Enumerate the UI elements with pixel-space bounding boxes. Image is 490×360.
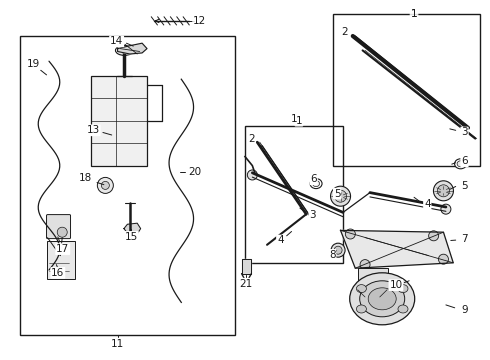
Polygon shape xyxy=(341,230,453,268)
FancyBboxPatch shape xyxy=(358,268,388,290)
Circle shape xyxy=(439,254,448,264)
Polygon shape xyxy=(118,43,147,54)
Text: 21: 21 xyxy=(239,279,253,289)
Circle shape xyxy=(331,243,345,257)
Circle shape xyxy=(335,190,346,202)
Text: 3: 3 xyxy=(461,127,468,138)
FancyBboxPatch shape xyxy=(91,76,147,166)
Ellipse shape xyxy=(116,45,133,55)
Circle shape xyxy=(434,181,453,201)
Ellipse shape xyxy=(455,159,466,169)
Text: 2: 2 xyxy=(341,27,348,37)
Text: 1: 1 xyxy=(411,9,417,19)
Text: 2: 2 xyxy=(248,134,255,144)
Text: 19: 19 xyxy=(26,59,40,69)
Circle shape xyxy=(331,186,350,206)
Text: 7: 7 xyxy=(461,234,468,244)
Bar xyxy=(20,36,235,335)
Circle shape xyxy=(345,229,355,239)
Circle shape xyxy=(360,260,370,270)
Text: 13: 13 xyxy=(86,125,100,135)
Text: 4: 4 xyxy=(277,235,284,246)
Circle shape xyxy=(334,246,342,254)
Text: 18: 18 xyxy=(79,173,93,183)
Ellipse shape xyxy=(360,281,405,317)
Text: 11: 11 xyxy=(111,339,124,349)
Text: 4: 4 xyxy=(424,199,431,210)
Ellipse shape xyxy=(356,305,367,313)
Circle shape xyxy=(57,227,67,237)
Text: 3: 3 xyxy=(309,210,316,220)
Circle shape xyxy=(98,177,113,193)
Bar xyxy=(245,126,343,263)
Ellipse shape xyxy=(368,288,396,310)
Text: 12: 12 xyxy=(193,16,207,26)
Polygon shape xyxy=(124,223,141,234)
Ellipse shape xyxy=(350,273,415,325)
Circle shape xyxy=(429,231,439,241)
Polygon shape xyxy=(242,259,251,274)
Ellipse shape xyxy=(310,179,322,189)
Bar xyxy=(47,241,74,279)
Text: 1: 1 xyxy=(295,116,302,126)
Text: 14: 14 xyxy=(110,36,123,46)
Circle shape xyxy=(247,170,257,180)
Text: 5: 5 xyxy=(334,189,341,199)
Text: 15: 15 xyxy=(124,232,138,242)
Text: 17: 17 xyxy=(56,244,70,254)
Text: 5: 5 xyxy=(461,181,468,192)
Circle shape xyxy=(441,204,451,214)
Ellipse shape xyxy=(356,285,367,293)
Bar xyxy=(333,14,480,166)
Text: 1: 1 xyxy=(291,114,297,124)
Ellipse shape xyxy=(457,161,464,167)
Ellipse shape xyxy=(313,181,319,186)
Ellipse shape xyxy=(398,305,408,313)
Text: 8: 8 xyxy=(329,250,336,260)
Text: 10: 10 xyxy=(390,280,402,290)
Text: 6: 6 xyxy=(310,174,317,184)
Circle shape xyxy=(101,181,109,189)
Ellipse shape xyxy=(398,285,408,293)
Text: 1: 1 xyxy=(411,9,417,19)
Text: 6: 6 xyxy=(461,156,468,166)
Text: 9: 9 xyxy=(461,305,468,315)
Text: 20: 20 xyxy=(189,167,201,177)
Circle shape xyxy=(438,185,449,197)
Text: 16: 16 xyxy=(51,268,65,278)
FancyBboxPatch shape xyxy=(47,215,71,239)
